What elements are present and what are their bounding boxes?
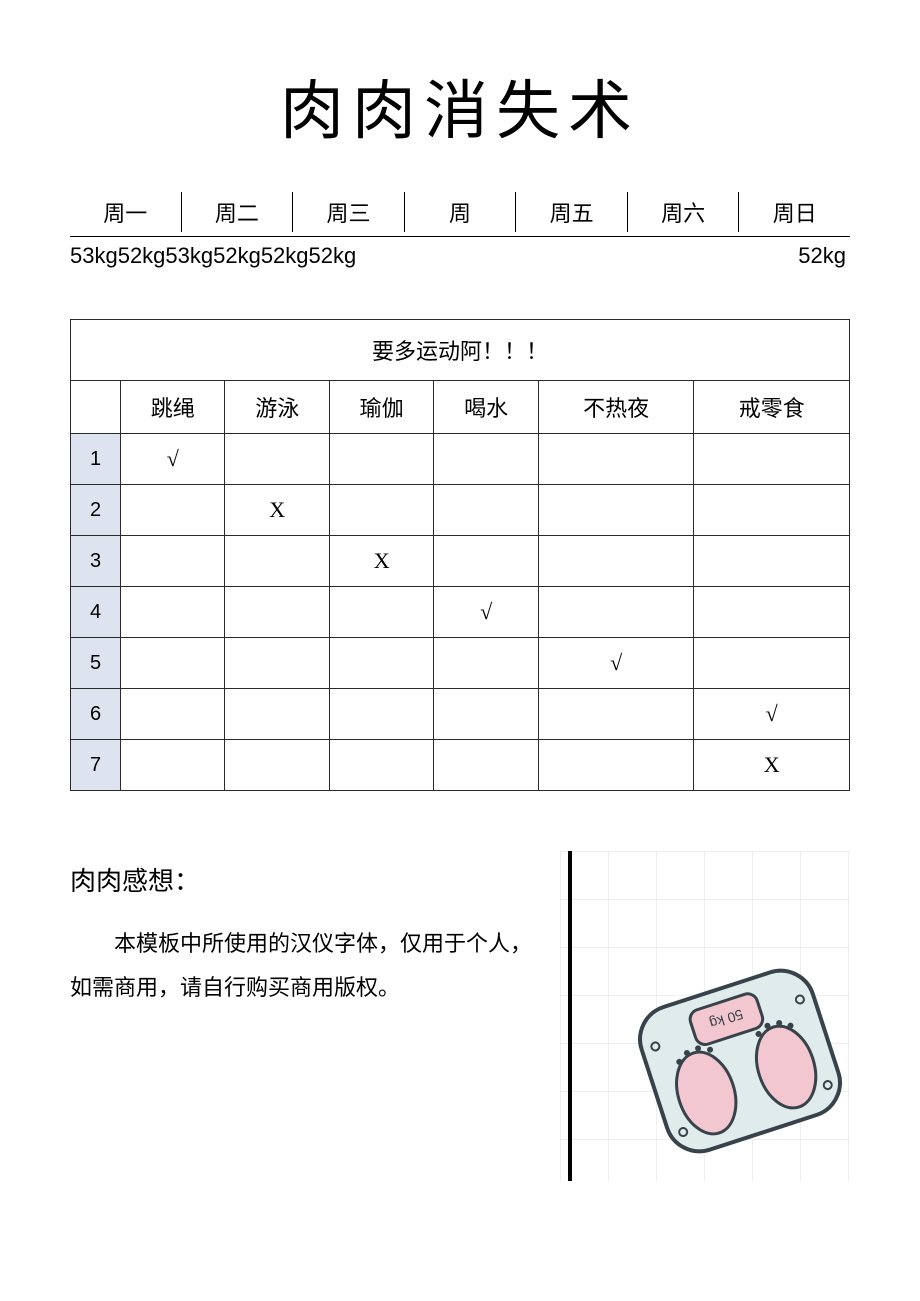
tracker-cell <box>694 485 850 536</box>
row-number: 7 <box>71 740 121 791</box>
notes-body: 本模板中所使用的汉仪字体，仅用于个人，如需商用，请自行购买商用版权。 <box>70 922 540 1010</box>
day-label: 周三 <box>293 192 405 232</box>
column-header: 戒零食 <box>694 381 850 434</box>
tracker-cell <box>434 740 538 791</box>
tracker-cell: √ <box>694 689 850 740</box>
row-number: 2 <box>71 485 121 536</box>
table-row: 5 √ <box>71 638 850 689</box>
table-row: 7 X <box>71 740 850 791</box>
tracker-cell <box>225 587 329 638</box>
bottom-section: 肉肉感想： 本模板中所使用的汉仪字体，仅用于个人，如需商用，请自行购买商用版权。… <box>70 851 850 1181</box>
tracker-cell: X <box>329 536 433 587</box>
tracker-cell <box>225 638 329 689</box>
table-row: 4 √ <box>71 587 850 638</box>
tracker-cell <box>121 587 225 638</box>
days-row: 周一 周二 周三 周 周五 周六 周日 <box>70 192 850 232</box>
corner-cell <box>71 381 121 434</box>
column-header: 游泳 <box>225 381 329 434</box>
table-row: 3 X <box>71 536 850 587</box>
tracker-cell <box>121 485 225 536</box>
day-label: 周六 <box>628 192 740 232</box>
tracker-cell <box>225 536 329 587</box>
tracker-cell <box>121 536 225 587</box>
column-header: 喝水 <box>434 381 538 434</box>
column-header: 不热夜 <box>538 381 694 434</box>
tracker-cell <box>434 638 538 689</box>
day-label: 周一 <box>70 192 182 232</box>
tracker-cell <box>329 689 433 740</box>
weights-right: 52kg <box>798 243 850 269</box>
notes-block: 肉肉感想： 本模板中所使用的汉仪字体，仅用于个人，如需商用，请自行购买商用版权。 <box>70 851 540 1010</box>
row-number: 1 <box>71 434 121 485</box>
tracker-cell: X <box>694 740 850 791</box>
tracker-cell <box>538 740 694 791</box>
tracker-cell <box>434 434 538 485</box>
tracker-cell <box>694 587 850 638</box>
tracker-cell <box>225 434 329 485</box>
tracker-cell <box>225 689 329 740</box>
tracker-cell <box>538 536 694 587</box>
tracker-banner: 要多运动阿！！！ <box>71 320 850 381</box>
tracker-cell <box>121 638 225 689</box>
tracker-cell: X <box>225 485 329 536</box>
tracker-cell <box>434 689 538 740</box>
tracker-cell <box>329 740 433 791</box>
tracker-cell <box>694 434 850 485</box>
tracker-cell <box>121 689 225 740</box>
day-label: 周二 <box>182 192 294 232</box>
row-number: 5 <box>71 638 121 689</box>
page: 肉肉消失术 周一 周二 周三 周 周五 周六 周日 53kg52kg53kg52… <box>0 0 920 1221</box>
table-row: 2 X <box>71 485 850 536</box>
tracker-cell <box>694 536 850 587</box>
tracker-cell <box>538 587 694 638</box>
tracker-cell <box>329 638 433 689</box>
tracker-cell <box>329 485 433 536</box>
weights-left: 53kg52kg53kg52kg52kg52kg <box>70 243 356 269</box>
tracker-cell <box>538 689 694 740</box>
tracker-header-row: 跳绳 游泳 瑜伽 喝水 不热夜 戒零食 <box>71 381 850 434</box>
row-number: 6 <box>71 689 121 740</box>
illustration-panel: 50 kg <box>560 851 850 1181</box>
row-number: 3 <box>71 536 121 587</box>
tracker-cell: √ <box>434 587 538 638</box>
tracker-cell <box>225 740 329 791</box>
day-label: 周日 <box>739 192 850 232</box>
vertical-bar <box>568 851 572 1181</box>
tracker-cell: √ <box>121 434 225 485</box>
tracker-cell <box>538 485 694 536</box>
day-label: 周五 <box>516 192 628 232</box>
table-row: 1 √ <box>71 434 850 485</box>
scale-body <box>631 962 849 1160</box>
tracker-cell <box>121 740 225 791</box>
column-header: 跳绳 <box>121 381 225 434</box>
tracker-cell <box>434 485 538 536</box>
row-number: 4 <box>71 587 121 638</box>
tracker-table: 要多运动阿！！！ 跳绳 游泳 瑜伽 喝水 不热夜 戒零食 1 √ 2 X <box>70 319 850 791</box>
page-title: 肉肉消失术 <box>70 60 850 152</box>
notes-heading: 肉肉感想： <box>70 861 540 898</box>
tracker-cell <box>694 638 850 689</box>
table-row: 6 √ <box>71 689 850 740</box>
scale-icon: 50 kg <box>620 951 860 1171</box>
weights-row: 53kg52kg53kg52kg52kg52kg 52kg <box>70 236 850 269</box>
column-header: 瑜伽 <box>329 381 433 434</box>
tracker-cell <box>329 434 433 485</box>
tracker-cell <box>538 434 694 485</box>
day-label: 周 <box>405 192 517 232</box>
tracker-cell <box>329 587 433 638</box>
tracker-cell: √ <box>538 638 694 689</box>
tracker-cell <box>434 536 538 587</box>
